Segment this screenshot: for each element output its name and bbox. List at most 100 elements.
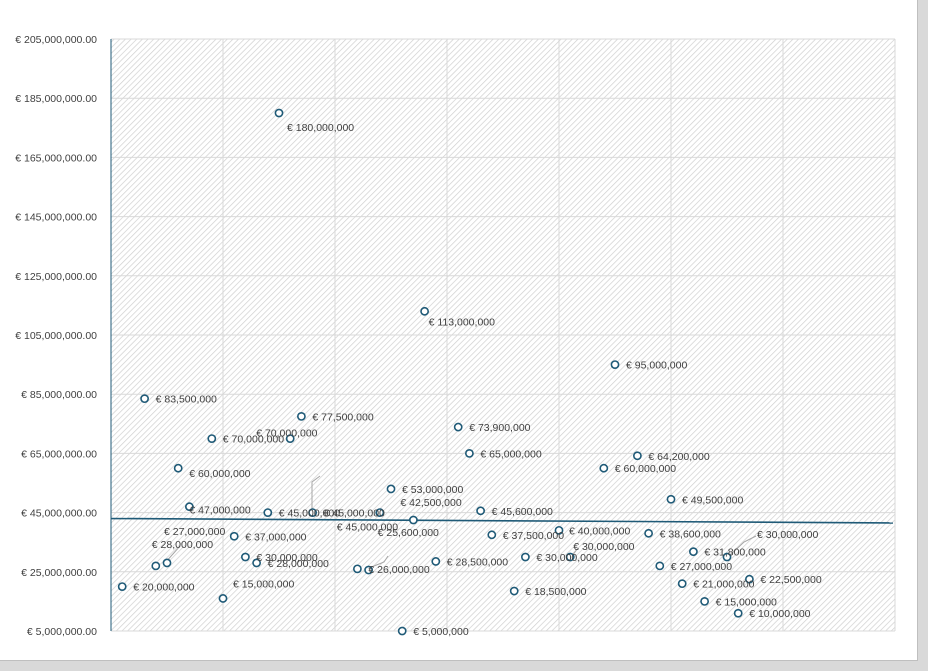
data-point[interactable]	[431, 557, 441, 566]
leader-line	[368, 555, 389, 569]
data-label: € 180,000,000	[287, 122, 354, 134]
leader-line	[311, 475, 321, 511]
data-label: € 70,000,000	[256, 428, 317, 440]
data-point[interactable]	[509, 586, 519, 596]
data-point[interactable]	[420, 306, 429, 316]
data-label: € 28,000,000	[152, 539, 213, 551]
leader-line	[727, 535, 757, 558]
data-labels: € 20,000,000€ 83,500,000€ 28,000,000€ 27…	[133, 122, 822, 638]
data-label: € 37,500,000	[503, 530, 564, 542]
data-point[interactable]	[308, 508, 317, 517]
data-label: € 26,000,000	[368, 564, 429, 576]
data-label: € 45,600,000	[492, 506, 553, 518]
data-points	[117, 108, 754, 636]
data-point[interactable]	[386, 484, 396, 494]
data-point[interactable]	[240, 552, 250, 562]
data-label: € 42,500,000	[400, 497, 461, 509]
data-point[interactable]	[285, 434, 295, 443]
y-tick-label: € 105,000,000.00	[15, 330, 97, 342]
data-label: € 5,000,000	[413, 626, 469, 638]
data-label: € 27,000,000	[671, 561, 732, 573]
data-point[interactable]	[140, 394, 149, 404]
data-point[interactable]	[644, 528, 653, 538]
data-point[interactable]	[476, 506, 485, 516]
data-point[interactable]	[397, 626, 407, 636]
data-point[interactable]	[117, 582, 127, 591]
y-tick-label: € 125,000,000.00	[15, 271, 97, 283]
leader-lines	[164, 475, 757, 569]
data-point[interactable]	[521, 552, 530, 562]
y-tick-label: € 165,000,000.00	[15, 152, 97, 164]
data-label: € 40,000,000	[569, 525, 630, 537]
data-label: € 53,000,000	[402, 484, 463, 496]
data-point[interactable]	[263, 508, 273, 517]
y-tick-label: € 145,000,000.00	[15, 212, 97, 224]
data-point[interactable]	[207, 434, 217, 443]
data-point[interactable]	[700, 597, 709, 606]
data-point[interactable]	[487, 530, 497, 540]
data-label: € 60,000,000	[189, 468, 250, 480]
data-label: € 30,000,000	[757, 529, 818, 541]
y-tick-label: € 205,000,000.00	[15, 34, 97, 46]
y-tick-label: € 45,000,000.00	[21, 508, 97, 520]
data-point[interactable]	[274, 108, 284, 118]
data-point[interactable]	[610, 360, 620, 369]
y-tick-label: € 185,000,000.00	[15, 93, 97, 105]
data-label: € 45,000,000	[279, 508, 340, 520]
data-point[interactable]	[229, 531, 239, 541]
data-label: € 95,000,000	[626, 360, 687, 372]
data-point[interactable]	[733, 608, 743, 618]
data-point[interactable]	[352, 564, 362, 574]
data-label: € 30,000,000	[536, 552, 597, 564]
data-label: € 64,200,000	[648, 451, 709, 463]
data-point[interactable]	[722, 552, 732, 562]
data-point[interactable]	[375, 508, 385, 517]
data-point[interactable]	[565, 552, 575, 562]
y-axis-ticks: € 5,000,000.00 € 25,000,000.00 € 45,000,00…	[15, 34, 97, 638]
data-point[interactable]	[296, 411, 306, 421]
data-point[interactable]	[599, 463, 609, 473]
data-label: € 113,000,000	[429, 316, 496, 328]
data-label: € 20,000,000	[133, 582, 194, 594]
data-point[interactable]	[151, 561, 161, 571]
data-label: € 30,000,000	[573, 541, 634, 553]
data-label: € 83,500,000	[156, 394, 217, 406]
data-label: € 15,000,000	[233, 578, 294, 590]
data-label: € 18,500,000	[525, 586, 586, 598]
data-point[interactable]	[677, 579, 687, 589]
data-label: € 60,000,000	[615, 463, 676, 475]
data-label: € 28,000,000	[268, 558, 329, 570]
data-label: € 21,000,000	[693, 579, 754, 591]
data-point[interactable]	[364, 565, 373, 575]
y-tick-label: € 65,000,000.00	[21, 448, 97, 460]
data-point[interactable]	[184, 502, 194, 512]
data-point[interactable]	[745, 574, 754, 584]
data-label: € 45,000,000	[324, 508, 385, 520]
y-tick-label: € 25,000,000.00	[21, 567, 97, 579]
data-label: € 25,600,000	[378, 527, 439, 539]
data-point[interactable]	[453, 422, 463, 432]
data-point[interactable]	[408, 515, 418, 525]
data-point[interactable]	[218, 594, 228, 603]
data-label: € 28,500,000	[447, 556, 508, 568]
data-point[interactable]	[666, 494, 676, 504]
data-label: € 22,500,000	[760, 574, 821, 586]
data-point[interactable]	[252, 558, 261, 568]
data-point[interactable]	[554, 525, 564, 535]
data-label: € 27,000,000	[164, 526, 225, 538]
data-point[interactable]	[689, 547, 698, 557]
data-point[interactable]	[464, 448, 474, 458]
gridlines	[110, 38, 896, 632]
data-point[interactable]	[173, 463, 183, 473]
data-point[interactable]	[633, 451, 642, 461]
data-label: € 65,000,000	[480, 448, 541, 460]
data-point[interactable]	[162, 558, 172, 568]
data-label: € 45,000,000	[337, 522, 398, 534]
trendline	[110, 517, 894, 524]
data-label: € 49,500,000	[682, 494, 743, 506]
data-point[interactable]	[655, 561, 665, 571]
y-tick-label: € 85,000,000.00	[21, 389, 97, 401]
data-label: € 15,000,000	[716, 596, 777, 608]
data-label: € 38,600,000	[660, 528, 721, 540]
